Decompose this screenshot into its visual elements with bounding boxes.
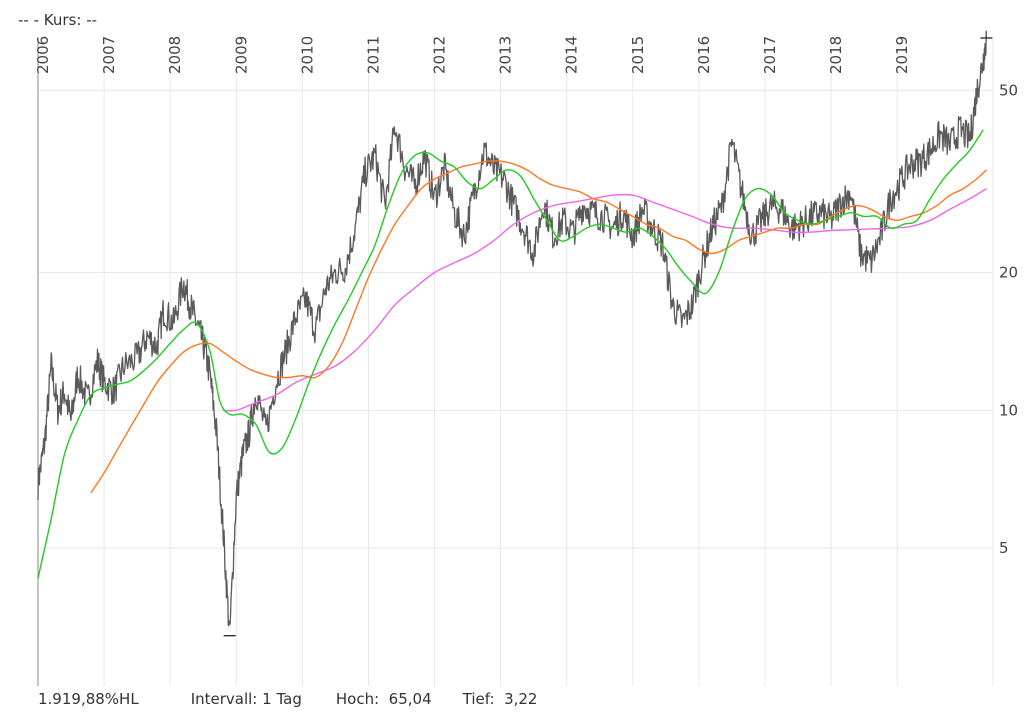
x-tick-label: 2012 <box>431 36 449 74</box>
x-tick-label: 2017 <box>761 36 779 74</box>
chart-header: -- - Kurs: -- <box>18 11 97 29</box>
y-tick-label: 20 <box>999 263 1018 281</box>
high-value: 65,04 <box>388 690 432 708</box>
header-label: - Kurs: <box>28 11 87 29</box>
y-tick-label: 5 <box>999 539 1009 557</box>
x-tick-label: 2013 <box>497 36 515 74</box>
series-layer <box>37 30 988 627</box>
chart-footer: 1.919,88%HL Intervall: 1 Tag Hoch: 65,04 Ti… <box>38 690 537 708</box>
header-suffix: -- <box>86 11 98 29</box>
high-label: Hoch: <box>335 690 380 708</box>
ma-long-line <box>223 188 987 412</box>
x-tick-label: 2008 <box>166 36 184 74</box>
extreme-marks <box>223 37 993 637</box>
x-tick-label: 2016 <box>695 36 713 74</box>
y-tick-label: 10 <box>999 401 1018 419</box>
x-tick-label: 2009 <box>232 36 250 74</box>
interval-label: Intervall: <box>190 690 258 708</box>
ma-short-line <box>37 129 984 579</box>
price-chart[interactable]: 2006 2007 2008 2009 2010 2011 2012 2013 2014 2015… <box>0 0 1035 690</box>
performance-value: 1.919,88%HL <box>38 690 139 708</box>
x-tick-label: 2015 <box>629 36 647 74</box>
header-prefix: -- <box>18 11 29 29</box>
grid <box>37 38 994 686</box>
x-tick-label: 2019 <box>893 36 911 74</box>
x-tick-label: 2006 <box>34 36 52 74</box>
x-tick-label: 2011 <box>364 36 382 74</box>
y-tick-label: 50 <box>999 81 1018 99</box>
x-tick-label: 2018 <box>827 36 845 74</box>
ma-mid-line <box>90 160 987 494</box>
price-line <box>37 30 988 627</box>
interval-value: 1 Tag <box>262 690 302 708</box>
x-tick-label: 2007 <box>100 36 118 74</box>
x-tick-label: 2014 <box>563 36 581 74</box>
low-value: 3,22 <box>504 690 538 708</box>
x-axis: 2006 2007 2008 2009 2010 2011 2012 2013 2014 2015… <box>34 36 911 74</box>
low-label: Tief: <box>462 690 495 708</box>
x-tick-label: 2010 <box>298 36 316 74</box>
y-axis: 5 10 20 50 <box>999 81 1018 557</box>
